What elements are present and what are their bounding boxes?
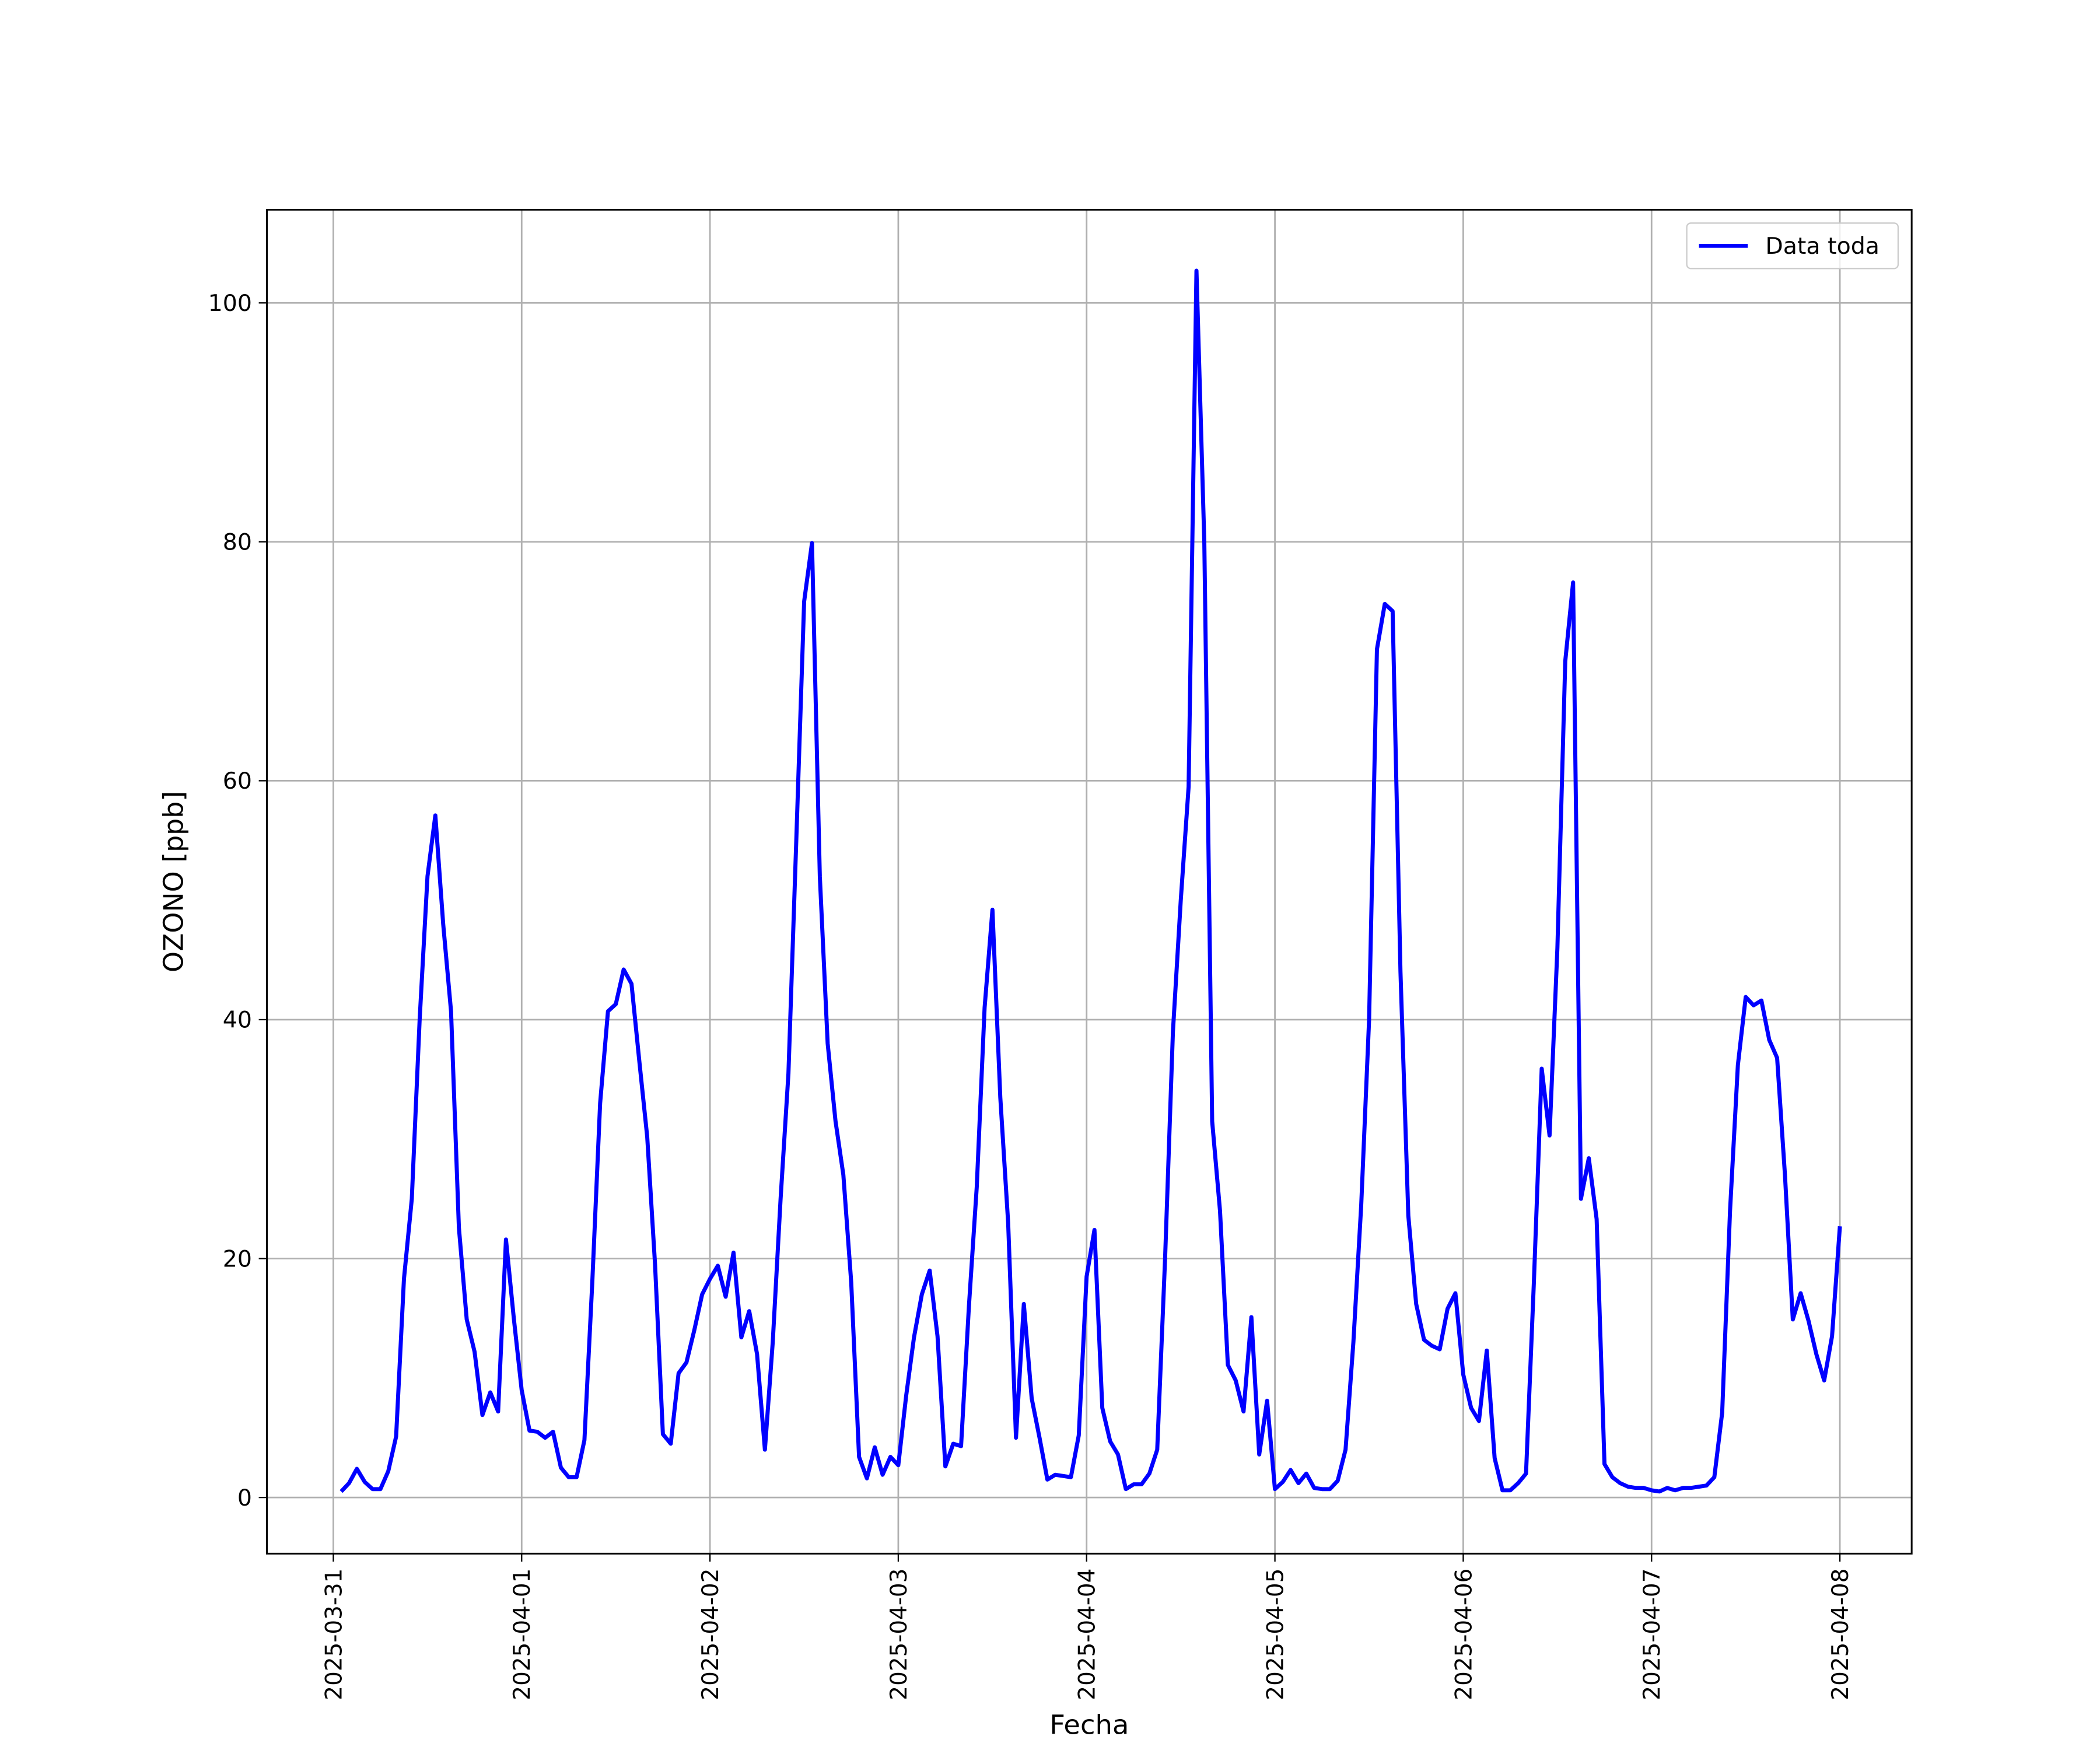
- legend-label: Data toda: [1765, 233, 1880, 260]
- y-tick-label: 60: [223, 768, 252, 794]
- y-tick-label: 40: [223, 1007, 252, 1034]
- x-tick-label: 2025-04-01: [509, 1569, 536, 1700]
- y-axis-label: OZONO [ppb]: [158, 791, 189, 972]
- x-tick-label: 2025-04-07: [1639, 1569, 1665, 1700]
- x-tick-label: 2025-03-31: [321, 1569, 347, 1700]
- x-tick-label: 2025-04-05: [1262, 1569, 1289, 1700]
- x-axis-label: Fecha: [1049, 1709, 1129, 1741]
- x-tick-label: 2025-04-08: [1828, 1569, 1854, 1700]
- y-tick-label: 100: [208, 290, 252, 317]
- legend-box: [1686, 222, 1899, 270]
- y-tick-label: 0: [237, 1485, 252, 1511]
- legend: Data toda: [1686, 222, 1899, 270]
- y-tick-label: 20: [223, 1247, 252, 1273]
- x-tick-label: 2025-04-04: [1074, 1569, 1100, 1700]
- y-tick-label: 80: [223, 530, 252, 556]
- x-tick-label: 2025-04-02: [698, 1569, 724, 1700]
- data-line: [340, 268, 1842, 1494]
- x-tick-label: 2025-04-03: [886, 1569, 912, 1700]
- x-tick-label: 2025-04-06: [1451, 1569, 1477, 1700]
- plot-frame: [266, 209, 1913, 1555]
